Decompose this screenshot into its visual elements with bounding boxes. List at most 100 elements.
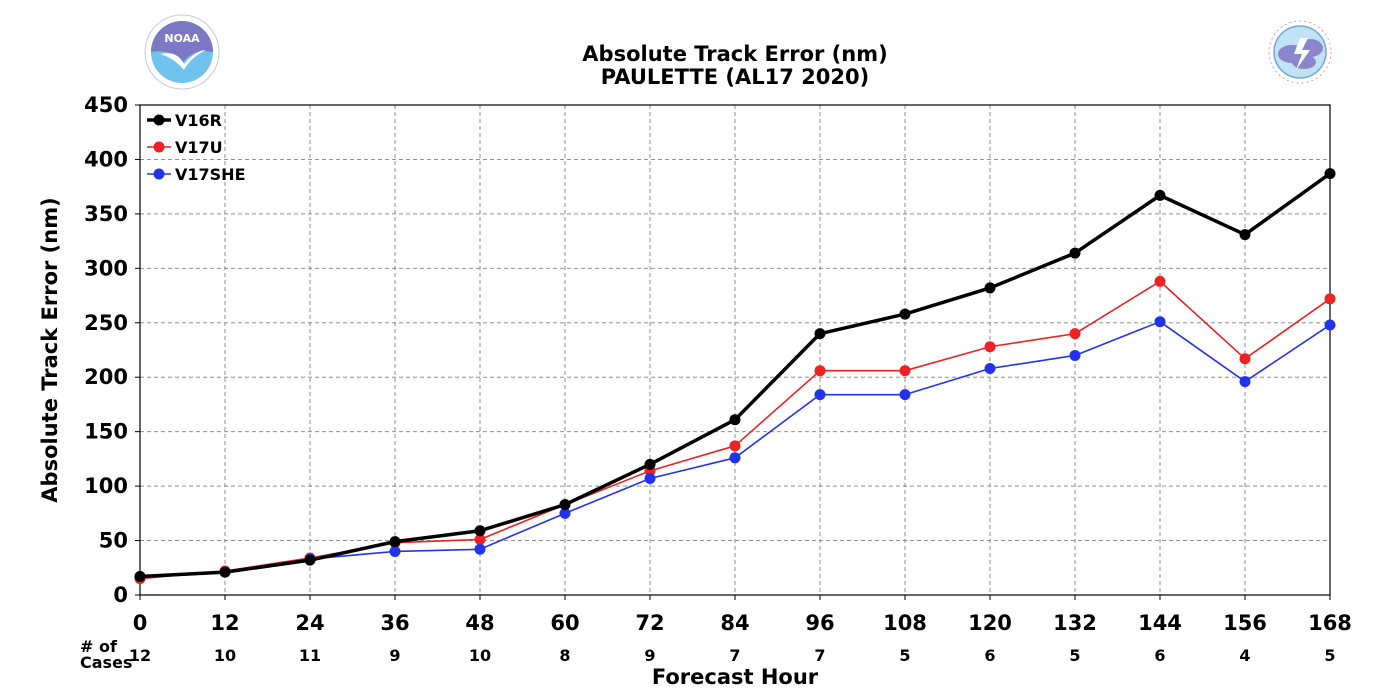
x-tick-label: 84 bbox=[720, 611, 749, 635]
data-point bbox=[1069, 247, 1081, 259]
chart-subtitle: PAULETTE (AL17 2020) bbox=[601, 65, 869, 89]
x-tick-label: 108 bbox=[883, 611, 927, 635]
y-tick-label: 100 bbox=[84, 474, 128, 498]
grid bbox=[140, 105, 1330, 595]
x-tick-label: 0 bbox=[133, 611, 148, 635]
legend-item: V17U bbox=[147, 138, 223, 157]
legend-item: V16R bbox=[147, 111, 222, 130]
case-count: 4 bbox=[1239, 646, 1250, 665]
nws-logo bbox=[1264, 16, 1336, 88]
data-point bbox=[644, 472, 656, 484]
data-point bbox=[1324, 168, 1336, 180]
data-point bbox=[1154, 316, 1166, 328]
y-tick-label: 150 bbox=[84, 420, 128, 444]
case-count: 6 bbox=[1154, 646, 1165, 665]
x-tick-label: 24 bbox=[295, 611, 324, 635]
x-tick-label: 132 bbox=[1053, 611, 1097, 635]
series-v16r bbox=[134, 168, 1336, 582]
data-point bbox=[899, 308, 911, 320]
y-tick-label: 0 bbox=[113, 583, 128, 607]
y-tick-label: 200 bbox=[84, 365, 128, 389]
legend-item: V17SHE bbox=[147, 165, 246, 184]
case-count: 5 bbox=[1324, 646, 1335, 665]
data-point bbox=[984, 341, 996, 353]
cases-row: 12 10 11 9 10 8 9 7 7 5 6 5 6 4 5 bbox=[129, 646, 1336, 665]
case-count: 11 bbox=[299, 646, 321, 665]
data-point bbox=[814, 389, 826, 401]
case-count: 8 bbox=[559, 646, 570, 665]
cases-label-line2: Cases bbox=[80, 653, 132, 672]
data-point bbox=[389, 536, 401, 548]
y-axis-label: Absolute Track Error (nm) bbox=[38, 197, 62, 502]
x-tick-label: 156 bbox=[1223, 611, 1267, 635]
case-count: 12 bbox=[129, 646, 151, 665]
case-count: 10 bbox=[469, 646, 491, 665]
y-tick-label: 400 bbox=[84, 147, 128, 171]
legend-swatch-marker bbox=[153, 168, 165, 180]
case-count: 6 bbox=[984, 646, 995, 665]
legend-label: V17U bbox=[175, 138, 223, 157]
x-tick-label: 36 bbox=[380, 611, 409, 635]
x-tick-label: 168 bbox=[1308, 611, 1352, 635]
data-point bbox=[474, 525, 486, 537]
case-count: 7 bbox=[729, 646, 740, 665]
data-point bbox=[474, 533, 486, 545]
data-point bbox=[1154, 275, 1166, 287]
data-point bbox=[1154, 189, 1166, 201]
x-tick-label: 60 bbox=[550, 611, 579, 635]
data-point bbox=[1324, 319, 1336, 331]
data-point bbox=[899, 365, 911, 377]
data-point bbox=[1069, 328, 1081, 340]
data-point bbox=[729, 414, 741, 426]
data-point bbox=[219, 566, 231, 578]
case-count: 5 bbox=[1069, 646, 1080, 665]
legend-label: V16R bbox=[175, 111, 222, 130]
data-point bbox=[984, 282, 996, 294]
data-point bbox=[729, 440, 741, 452]
case-count: 5 bbox=[899, 646, 910, 665]
data-point bbox=[559, 499, 571, 511]
noaa-logo-text: NOAA bbox=[164, 32, 200, 45]
x-tick-label: 144 bbox=[1138, 611, 1182, 635]
cases-label-line1: # of bbox=[80, 637, 118, 656]
data-point bbox=[814, 328, 826, 340]
data-point bbox=[1239, 229, 1251, 241]
case-count: 9 bbox=[389, 646, 400, 665]
x-tick-label: 48 bbox=[465, 611, 494, 635]
case-count: 10 bbox=[214, 646, 236, 665]
legend-swatch-marker bbox=[153, 141, 165, 153]
case-count: 7 bbox=[814, 646, 825, 665]
data-point bbox=[984, 363, 996, 375]
y-tick-label: 300 bbox=[84, 256, 128, 280]
y-tick-label: 250 bbox=[84, 311, 128, 335]
data-point bbox=[729, 452, 741, 464]
y-tick-label: 450 bbox=[84, 93, 128, 117]
noaa-logo: NOAA bbox=[144, 14, 220, 90]
data-point bbox=[389, 545, 401, 557]
data-point bbox=[474, 543, 486, 555]
x-tick-label: 96 bbox=[805, 611, 834, 635]
legend-label: V17SHE bbox=[175, 165, 246, 184]
y-tick-label: 350 bbox=[84, 202, 128, 226]
case-count: 9 bbox=[644, 646, 655, 665]
data-point bbox=[1324, 293, 1336, 305]
x-axis-label: Forecast Hour bbox=[652, 665, 819, 689]
x-tick-label: 12 bbox=[210, 611, 239, 635]
y-axis-ticks: 0 50 100 150 200 250 300 350 400 450 bbox=[84, 93, 140, 607]
y-tick-label: 50 bbox=[99, 529, 128, 553]
data-point bbox=[1239, 353, 1251, 365]
data-point bbox=[644, 458, 656, 470]
data-point bbox=[304, 554, 316, 566]
series-lines bbox=[134, 168, 1336, 585]
data-point bbox=[814, 365, 826, 377]
data-point bbox=[134, 570, 146, 582]
x-tick-label: 72 bbox=[635, 611, 664, 635]
x-axis-ticks: 0 12 24 36 48 60 72 84 96 108 120 132 144 156 168 bbox=[133, 595, 1352, 635]
legend-swatch-marker bbox=[153, 114, 165, 126]
data-point bbox=[1239, 376, 1251, 388]
data-point bbox=[559, 507, 571, 519]
data-point bbox=[899, 389, 911, 401]
legend: V16R V17U V17SHE bbox=[147, 111, 246, 184]
x-tick-label: 120 bbox=[968, 611, 1012, 635]
